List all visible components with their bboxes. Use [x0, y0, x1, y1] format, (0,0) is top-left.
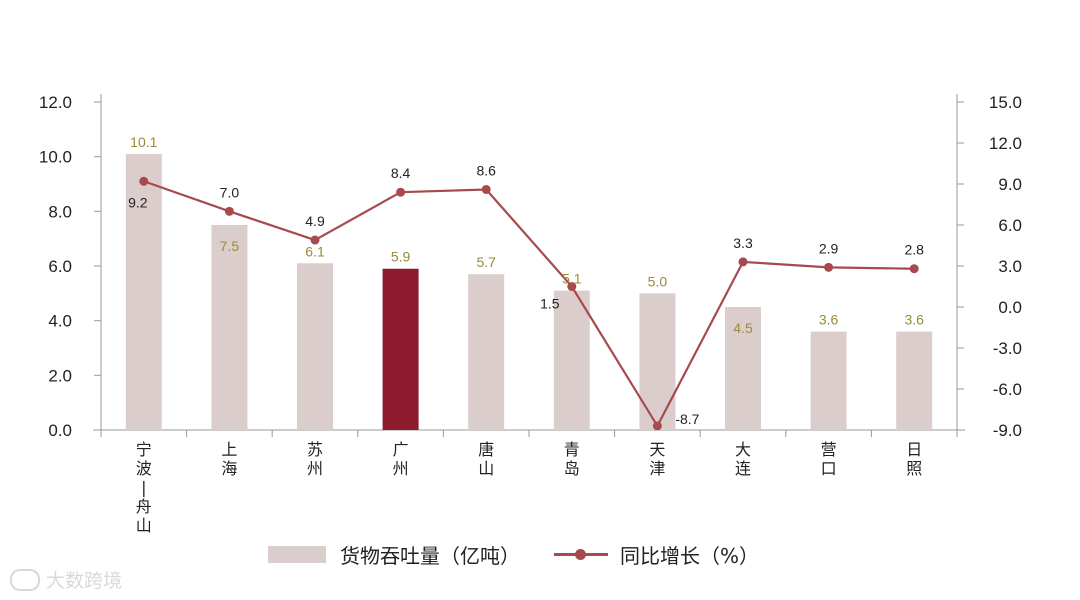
bar-value-label: 5.0: [648, 273, 668, 289]
bar: [125, 153, 162, 430]
growth-line: [143, 180, 915, 429]
legend-line-swatch: [554, 546, 608, 563]
line-point: [224, 206, 234, 216]
left-tick-label: 8.0: [48, 202, 72, 221]
legend-bar-swatch: [268, 546, 326, 563]
watermark-text: 大数跨境: [46, 570, 123, 592]
bar: [553, 290, 590, 430]
line-value-label: 8.6: [476, 162, 496, 178]
watermark: 大数跨境: [10, 566, 122, 593]
category-label: 上海: [221, 440, 237, 478]
bar: [468, 274, 505, 430]
bar-value-label: 10.1: [130, 134, 157, 150]
category-label: 日照: [906, 440, 922, 478]
bar-value-label: 3.6: [819, 312, 839, 328]
cloud-logo-icon: [10, 568, 40, 591]
bar: [810, 331, 847, 430]
line-value-label: 3.3: [733, 235, 753, 251]
right-tick-label: 3.0: [998, 257, 1022, 276]
line-point: [824, 262, 834, 272]
right-tick-label: 15.0: [989, 93, 1022, 112]
right-tick-label: 9.0: [998, 175, 1022, 194]
left-tick-label: 6.0: [48, 257, 72, 276]
category-label: 营口: [821, 440, 837, 478]
category-label: 宁波|舟山: [136, 440, 152, 535]
bar-value-label: 4.5: [733, 320, 753, 336]
legend: 货物吞吐量（亿吨） 同比增长（%）: [268, 540, 793, 569]
right-tick-label: 6.0: [998, 216, 1022, 235]
line-value-label: 1.5: [540, 296, 560, 312]
line-value-label: -8.7: [675, 411, 699, 427]
category-label: 天津: [649, 440, 665, 478]
line-point: [481, 184, 491, 194]
right-tick-label: -6.0: [993, 380, 1022, 399]
legend-bar-label: 货物吞吐量（亿吨）: [340, 544, 520, 568]
bar-value-label: 7.5: [220, 238, 240, 254]
line-point: [909, 264, 919, 274]
left-tick-label: 0.0: [48, 421, 72, 440]
line-value-label: 7.0: [220, 184, 240, 200]
right-tick-label: 12.0: [989, 134, 1022, 153]
category-label: 大连: [735, 440, 751, 478]
bar-value-label: 3.6: [904, 312, 924, 328]
left-tick-label: 4.0: [48, 312, 72, 331]
line-point: [139, 176, 149, 186]
line-point: [396, 187, 406, 197]
category-label: 青岛: [564, 440, 580, 478]
line-value-label: 9.2: [128, 194, 148, 210]
bar: [211, 225, 248, 430]
chart: 0.0 2.0 4.0 6.0 8.0 10.0 12.0 -9.0 -6.0 -3.0 0.0 3.…: [39, 93, 1022, 535]
bar-value-label: 5.7: [476, 254, 496, 270]
left-tick-label: 12.0: [39, 93, 72, 112]
bar-value-label: 5.9: [391, 249, 411, 265]
bar: [896, 331, 933, 430]
bar-value-label: 6.1: [305, 243, 325, 259]
line-value-label: 2.8: [904, 242, 924, 258]
line-value-label: 8.4: [391, 165, 411, 181]
line-value-label: 4.9: [305, 213, 325, 229]
bar-value-label: 5.1: [562, 271, 582, 287]
left-tick-label: 10.0: [39, 148, 72, 167]
bar: [639, 293, 676, 430]
line-point: [310, 235, 320, 245]
category-label: 苏州: [307, 440, 323, 478]
right-tick-label: -9.0: [993, 421, 1022, 440]
left-tick-label: 2.0: [48, 366, 72, 385]
bar: [382, 268, 419, 430]
legend-item-line: 同比增长（%）: [554, 540, 759, 569]
line-point: [567, 282, 577, 291]
category-label: 广州: [393, 440, 409, 478]
right-tick-label: -3.0: [993, 339, 1022, 358]
bar: [725, 307, 761, 430]
bar: [297, 263, 333, 430]
legend-line-label: 同比增长（%）: [620, 544, 760, 568]
line-value-label: 2.9: [819, 240, 839, 256]
line-point: [652, 421, 662, 431]
legend-item-bar: 货物吞吐量（亿吨）: [268, 540, 520, 569]
right-tick-label: 0.0: [998, 298, 1022, 317]
line-point: [738, 257, 748, 267]
category-label: 唐山: [478, 440, 494, 478]
